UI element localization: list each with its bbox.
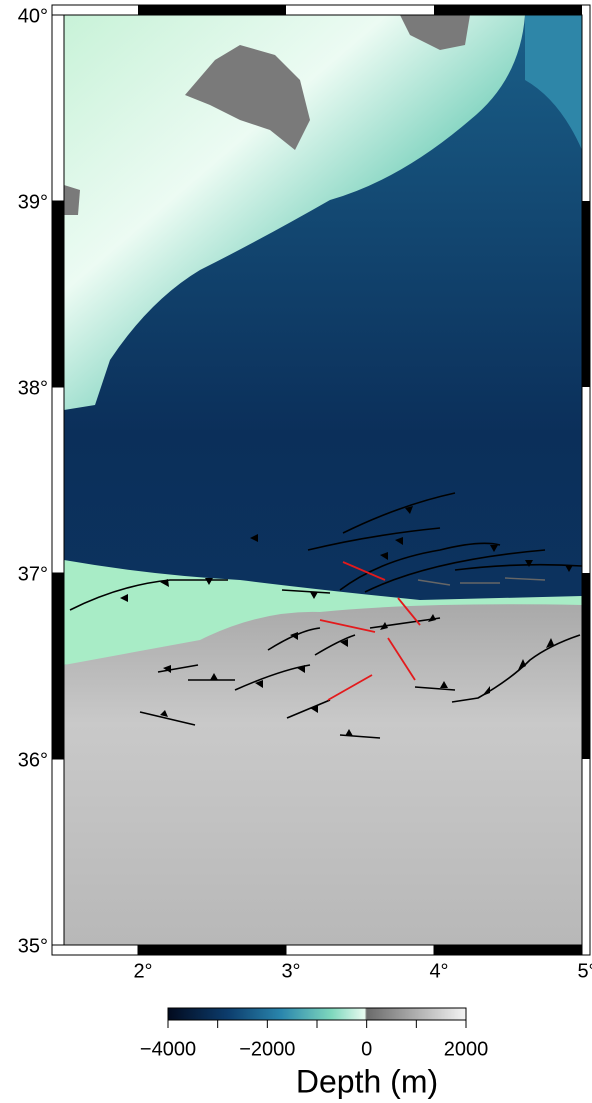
lat-label: 37° (18, 563, 48, 585)
lon-label: 3° (281, 960, 300, 982)
border-segment (52, 201, 64, 387)
colorbar-tick-label: −2000 (239, 1038, 295, 1060)
land (64, 604, 582, 945)
lon-label: 5° (577, 960, 592, 982)
lat-label: 35° (18, 935, 48, 957)
border-segment (434, 5, 582, 15)
border-segment (582, 573, 590, 759)
colorbar-tick-label: 2000 (444, 1038, 489, 1060)
map-area (64, 15, 582, 945)
colorbar (168, 1008, 466, 1020)
map-figure: 40° 39° 38° 37° 36° 35° 2° 3° 4° 5° −4000 −2000 0 20… (0, 0, 592, 1103)
lat-label: 39° (18, 191, 48, 213)
border-segment (582, 201, 590, 387)
lat-label: 36° (18, 749, 48, 771)
lat-label: 40° (18, 5, 48, 27)
colorbar-label: Depth (m) (296, 1063, 438, 1099)
border-segment (434, 945, 582, 955)
lat-label: 38° (18, 377, 48, 399)
border-segment (138, 5, 286, 15)
border-segment (52, 573, 64, 759)
island (64, 185, 80, 215)
colorbar-tick-label: −4000 (140, 1038, 196, 1060)
colorbar-ticks: −4000 −2000 0 2000 (140, 1020, 488, 1060)
lon-label: 2° (133, 960, 152, 982)
lon-label: 4° (429, 960, 448, 982)
colorbar-tick-label: 0 (361, 1038, 372, 1060)
border-segment (138, 945, 286, 955)
